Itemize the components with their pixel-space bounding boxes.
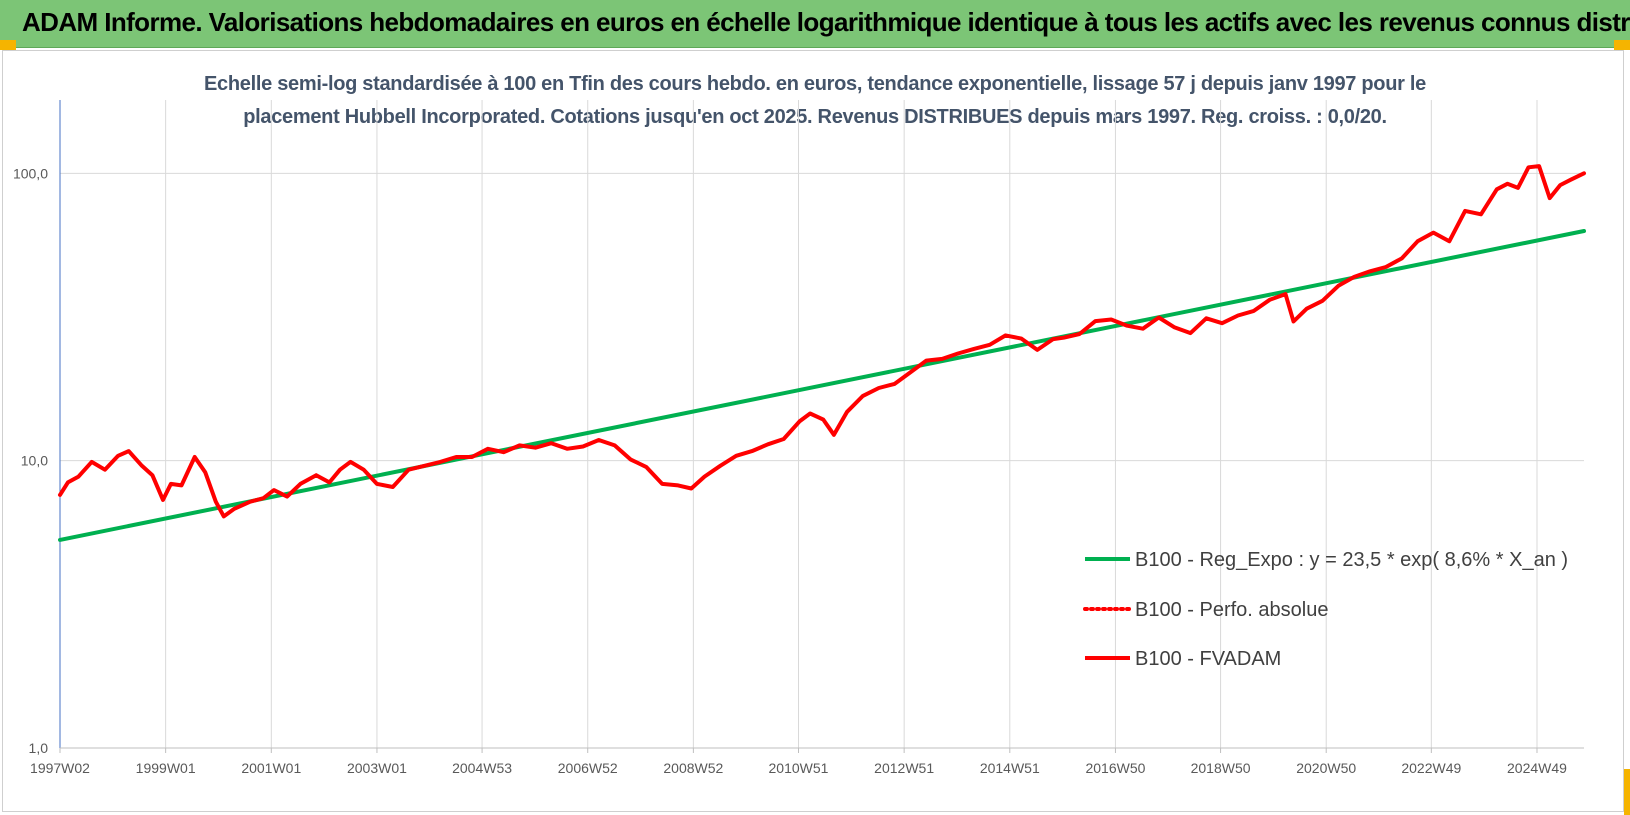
corner-accent-top-right <box>1614 40 1630 50</box>
grid <box>59 100 1584 749</box>
x-tick-label: 2003W01 <box>347 760 407 776</box>
legend-label: B100 - FVADAM <box>1135 648 1281 670</box>
y-tick-label: 100,0 <box>13 165 48 181</box>
x-tick-label: 2008W52 <box>663 760 723 776</box>
corner-accent-top-left <box>0 40 16 50</box>
legend-label: B100 - Reg_Expo : y = 23,5 * exp( 8,6% *… <box>1135 549 1568 571</box>
x-tick-label: 2010W51 <box>769 760 829 776</box>
x-tick-label: 2001W01 <box>241 760 301 776</box>
y-axis: 1,0 10,0 100,0 <box>13 100 61 756</box>
chart-title-line-1: Echelle semi-log standardisée à 100 en T… <box>204 73 1426 95</box>
chart-title-line-2: placement Hubbell Incorporated. Cotation… <box>243 106 1387 128</box>
chart-title: Echelle semi-log standardisée à 100 en T… <box>160 68 1470 134</box>
y-tick-label: 1,0 <box>29 740 49 756</box>
y-tick-label: 10,0 <box>21 453 48 469</box>
fvadam-line <box>58 164 1586 519</box>
legend-label: B100 - Perfo. absolue <box>1135 599 1328 621</box>
x-tick-label: 2018W50 <box>1191 760 1251 776</box>
x-tick-label: 2022W49 <box>1401 760 1461 776</box>
x-tick-label: 2016W50 <box>1085 760 1145 776</box>
x-tick-label: 2020W50 <box>1296 760 1356 776</box>
x-tick-label: 2004W53 <box>452 760 512 776</box>
corner-accent-bottom-right <box>1624 769 1630 815</box>
chart-frame <box>2 50 1624 812</box>
x-tick-label: 2024W49 <box>1507 760 1567 776</box>
x-tick-label: 1997W02 <box>30 760 90 776</box>
series-layer <box>58 164 1586 542</box>
x-tick-label: 2006W52 <box>558 760 618 776</box>
x-axis: 1997W02 1999W01 2001W01 2003W01 2004W53 2006W… <box>30 747 1584 776</box>
x-tick-label: 2012W51 <box>874 760 934 776</box>
x-tick-label: 1999W01 <box>136 760 196 776</box>
report-header: ADAM Informe. Valorisations hebdomadaire… <box>0 0 1630 48</box>
legend: B100 - Reg_Expo : y = 23,5 * exp( 8,6% *… <box>1083 549 1568 670</box>
trend-line <box>58 229 1586 542</box>
report-title: ADAM Informe. Valorisations hebdomadaire… <box>22 7 1630 37</box>
x-tick-label: 2014W51 <box>980 760 1040 776</box>
